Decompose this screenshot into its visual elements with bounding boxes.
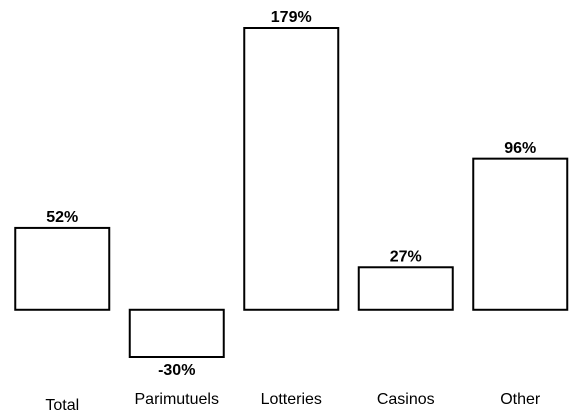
bar bbox=[472, 157, 569, 311]
bar bbox=[128, 308, 225, 358]
bar bbox=[243, 27, 340, 311]
value-label: 27% bbox=[390, 248, 422, 265]
value-label: -30% bbox=[158, 362, 195, 379]
value-label: 96% bbox=[504, 140, 536, 157]
x-tick-label: Lotteries bbox=[261, 391, 322, 408]
bar bbox=[357, 266, 454, 311]
x-tick-label: Casinos bbox=[377, 391, 435, 408]
x-tick-label: Parimutuels bbox=[135, 391, 219, 408]
bar bbox=[14, 226, 111, 311]
value-label: 179% bbox=[271, 9, 312, 26]
x-tick-label: Other bbox=[500, 391, 541, 408]
x-tick-label: Total bbox=[45, 397, 79, 414]
value-label: 52% bbox=[46, 209, 78, 226]
